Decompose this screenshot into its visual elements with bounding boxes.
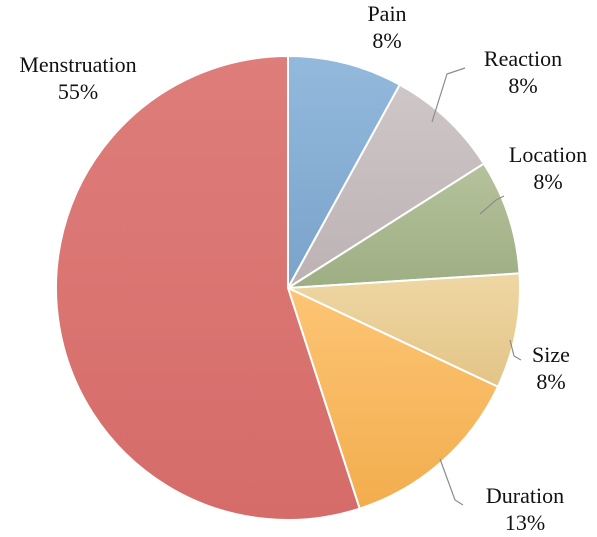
leader-lines-layer	[431, 67, 522, 506]
slice-value-label-size: 8%	[536, 369, 565, 394]
slice-label-reaction: Reaction	[484, 46, 562, 71]
pie-slice-reaction	[287, 83, 486, 289]
pie-slice-location	[287, 162, 521, 289]
slice-label-menstruation: Menstruation	[19, 52, 136, 77]
slice-value-label-pain: 8%	[372, 28, 401, 53]
slice-label-pain: Pain	[367, 1, 406, 26]
leader-line-location	[479, 195, 505, 215]
pie-slice-size	[287, 272, 521, 389]
slice-value-label-reaction: 8%	[508, 73, 537, 98]
leader-line-duration	[439, 458, 464, 506]
labels-layer: Pain8%Reaction8%Location8%Size8%Duration…	[19, 1, 587, 535]
slices-layer	[55, 54, 521, 521]
pie-slice-menstruation	[55, 54, 361, 521]
slice-label-duration: Duration	[486, 483, 564, 508]
leader-line-reaction	[431, 67, 466, 123]
slice-value-label-menstruation: 55%	[58, 79, 98, 104]
leader-line-size	[509, 339, 522, 361]
pie-slice-pain	[287, 54, 402, 289]
slice-label-size: Size	[532, 342, 570, 367]
slice-value-label-location: 8%	[533, 169, 562, 194]
slice-label-location: Location	[509, 142, 587, 167]
slice-value-label-duration: 13%	[505, 510, 545, 535]
